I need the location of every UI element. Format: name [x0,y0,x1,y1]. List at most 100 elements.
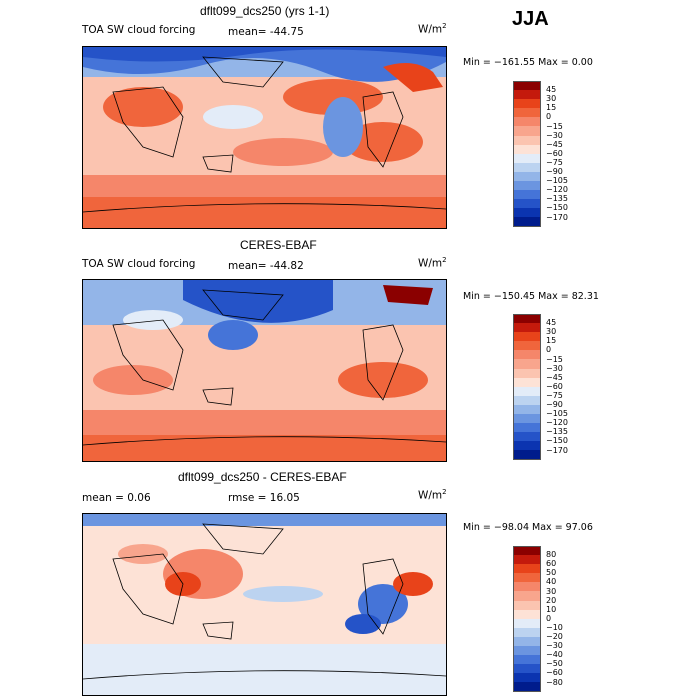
colorbar-swatch [513,350,541,360]
colorbar-swatch [513,217,541,227]
colorbar-tick-label: 30 [546,327,557,337]
colorbar-swatch [513,673,541,683]
colorbar-swatch [513,682,541,692]
colorbar-tick-label: 10 [546,604,557,614]
colorbar-swatch [513,359,541,369]
colorbar-tick-label: −105 [546,176,568,186]
panel-3-minmax: Min = −98.04 Max = 97.06 [463,522,593,533]
season-label: JJA [512,8,549,30]
colorbar-swatch [513,386,541,396]
colorbar-tick-label: 15 [546,103,557,113]
colorbar-tick-label: 50 [546,568,557,578]
panel-2-minmax: Min = −150.45 Max = 82.31 [463,291,599,302]
colorbar-swatch [513,199,541,209]
colorbar-swatch [513,555,541,565]
panel-1-left-label: TOA SW cloud forcing [82,24,196,36]
panel-2-left-label: TOA SW cloud forcing [82,258,196,270]
colorbar-swatch [513,341,541,351]
panel-1-title: dflt099_dcs250 (yrs 1-1) [200,4,330,18]
colorbar-tick-label: −40 [546,650,563,660]
colorbar-tick-label: 0 [546,345,552,355]
colorbar-swatch [513,144,541,154]
colorbar-tick-label: −90 [546,167,563,176]
panel-2-map [82,279,447,462]
colorbar-tick-label: −15 [546,354,563,364]
panel-3-title: dflt099_dcs250 - CERES-EBAF [178,470,347,484]
colorbar-tick-label: 80 [546,550,557,560]
colorbar-swatch [513,135,541,145]
colorbar-tick-label: 15 [546,336,557,346]
colorbar-swatch [513,162,541,172]
colorbar-swatch [513,314,541,324]
colorbar-swatch [513,441,541,451]
panel-2-stat-label: mean= -44.82 [228,260,304,272]
colorbar-swatch [513,90,541,100]
colorbar-tick-label: −105 [546,409,568,419]
colorbar-tick-label: −120 [546,418,568,428]
colorbar-tick-label: −60 [546,381,563,391]
colorbar-swatch [513,664,541,674]
colorbar-tick-label: 40 [546,577,557,587]
panel-1-map [82,46,447,229]
colorbar-swatch [513,126,541,136]
colorbar-swatch [513,564,541,574]
panel-2-title: CERES-EBAF [240,238,317,252]
panel-2-units: W/m2 [418,256,447,270]
colorbar-tick-label: −90 [546,400,563,409]
colorbar-tick-label: −170 [546,445,568,455]
colorbar-swatch [513,450,541,460]
colorbar-swatch [513,646,541,656]
colorbar-tick-label: −135 [546,427,568,437]
panel-3-map [82,513,447,696]
panel-3-units: W/m2 [418,488,447,502]
colorbar-tick-label: −60 [546,148,563,158]
colorbar-tick-label: 20 [546,595,557,605]
colorbar-tick-label: −75 [546,390,563,400]
colorbar-swatch [513,618,541,628]
colorbar-tick-label: −135 [546,194,568,204]
colorbar-tick-label: 0 [546,613,552,623]
colorbar-swatch [513,181,541,191]
colorbar-swatch [513,627,541,637]
colorbar-swatch [513,573,541,583]
colorbar-tick-label: −45 [546,372,563,382]
colorbar-tick-label: −170 [546,212,568,222]
panel-1-colorbar [513,81,541,227]
colorbar-swatch [513,591,541,601]
colorbar-swatch [513,414,541,424]
colorbar-swatch [513,655,541,665]
colorbar-tick-label: 0 [546,112,552,122]
panel-3-stat-label: rmse = 16.05 [228,492,300,504]
colorbar-swatch [513,600,541,610]
colorbar-swatch [513,404,541,415]
colorbar-tick-label: 45 [546,85,557,95]
colorbar-tick-label: −30 [546,641,563,651]
colorbar-tick-label: −120 [546,185,568,195]
panel-3-colorbar [513,546,541,692]
colorbar-swatch [513,609,541,619]
colorbar-tick-label: 30 [546,94,557,104]
colorbar-tick-label: −150 [546,203,568,213]
colorbar-swatch [513,432,541,442]
panel-2-colorbar [513,314,541,460]
colorbar-swatch [513,81,541,91]
panel-1-minmax: Min = −161.55 Max = 0.00 [463,57,593,68]
colorbar-swatch [513,636,541,647]
colorbar-swatch [513,395,541,405]
panel-3-left-label: mean = 0.06 [82,492,151,504]
colorbar-swatch [513,108,541,118]
colorbar-swatch [513,546,541,556]
panel-1-stat-label: mean= -44.75 [228,26,304,38]
colorbar-swatch [513,377,541,387]
colorbar-tick-label: 30 [546,586,557,596]
colorbar-swatch [513,323,541,333]
colorbar-swatch [513,99,541,109]
colorbar-tick-label: −45 [546,139,563,149]
panel-1-units: W/m2 [418,22,447,36]
colorbar-tick-label: −15 [546,121,563,131]
colorbar-swatch [513,208,541,218]
colorbar-tick-label: −20 [546,632,563,641]
colorbar-swatch [513,171,541,182]
colorbar-tick-label: −150 [546,436,568,446]
colorbar-tick-label: −30 [546,363,563,373]
